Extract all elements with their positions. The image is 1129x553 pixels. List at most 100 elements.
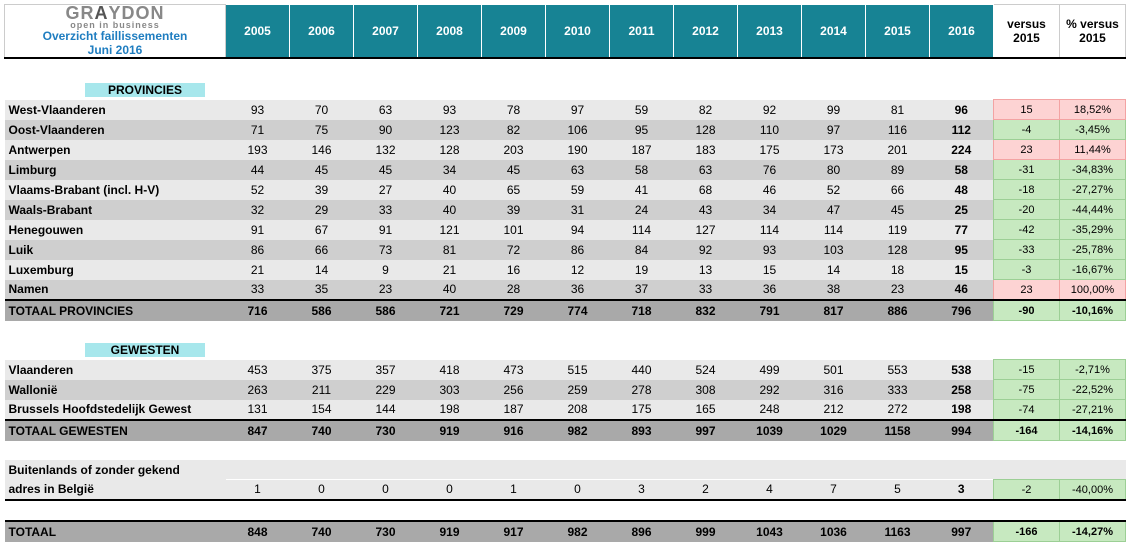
cell: 40 [418,180,482,200]
cell: 259 [546,380,610,400]
total-provincies: TOTAAL PROVINCIES71658658672172977471883… [5,300,1126,321]
cell: 553 [866,360,930,380]
row: Brussels Hoofdstedelijk Gewest1311541441… [5,400,1126,421]
delta: -31 [994,160,1060,180]
cell: 23 [354,280,418,301]
delta: -3 [994,260,1060,280]
cell: 58 [930,160,994,180]
cell: 19 [610,260,674,280]
cell: 63 [354,100,418,120]
cell: 33 [354,200,418,220]
cell: 187 [482,400,546,421]
row-label: Vlaanderen [5,360,226,380]
row-label: Henegouwen [5,220,226,240]
cell: 66 [290,240,354,260]
cell: 82 [482,120,546,140]
cell: 45 [290,160,354,180]
cell: 175 [738,140,802,160]
delta: -18 [994,180,1060,200]
delta: 23 [994,280,1060,301]
delta: -4 [994,120,1060,140]
pct: 11,44% [1060,140,1126,160]
cell: 263 [226,380,290,400]
year-2008: 2008 [418,5,482,59]
cell: 45 [866,200,930,220]
cell: 33 [226,280,290,301]
cell: 114 [610,220,674,240]
cell: 114 [738,220,802,240]
cell: 440 [610,360,674,380]
cell: 106 [546,120,610,140]
cell: 59 [610,100,674,120]
row-foreign-1: Buitenlands of zonder gekend [5,460,1126,480]
cell: 278 [610,380,674,400]
cell: 63 [674,160,738,180]
row-label: Oost-Vlaanderen [5,120,226,140]
delta: 23 [994,140,1060,160]
pct: -35,29% [1060,220,1126,240]
cell: 418 [418,360,482,380]
year-2011: 2011 [610,5,674,59]
year-2010: 2010 [546,5,610,59]
delta: 15 [994,100,1060,120]
cell: 36 [546,280,610,301]
cell: 14 [290,260,354,280]
row: Luik86667381728684929310312895-33-25,78% [5,240,1126,260]
cell: 272 [866,400,930,421]
cell: 40 [418,200,482,220]
cell: 58 [610,160,674,180]
total-gewesten: TOTAAL GEWESTEN8477407309199169828939971… [5,420,1126,441]
cell: 473 [482,360,546,380]
cell: 501 [802,360,866,380]
cell: 13 [674,260,738,280]
row-label: Luik [5,240,226,260]
cell: 36 [738,280,802,301]
row: Luxemburg21149211612191315141815-3-16,67… [5,260,1126,280]
cell: 119 [866,220,930,240]
cell: 34 [738,200,802,220]
cell: 131 [226,400,290,421]
row-label: Limburg [5,160,226,180]
cell: 46 [738,180,802,200]
pct: 18,52% [1060,100,1126,120]
cell: 515 [546,360,610,380]
cell: 538 [930,360,994,380]
cell: 229 [354,380,418,400]
cell: 21 [226,260,290,280]
col-pct: % versus2015 [1060,5,1126,59]
cell: 16 [482,260,546,280]
cell: 18 [866,260,930,280]
cell: 75 [290,120,354,140]
cell: 68 [674,180,738,200]
pct: -25,78% [1060,240,1126,260]
cell: 123 [418,120,482,140]
cell: 128 [674,120,738,140]
cell: 203 [482,140,546,160]
cell: 66 [866,180,930,200]
logo-cell: GRAYDONopen in businessOverzicht faillis… [5,5,226,59]
row-label: Wallonië [5,380,226,400]
cell: 93 [738,240,802,260]
cell: 256 [482,380,546,400]
row: Vlaams-Brabant (incl. H-V)52392740655941… [5,180,1126,200]
cell: 32 [226,200,290,220]
row-label: Waals-Brabant [5,200,226,220]
cell: 89 [866,160,930,180]
cell: 25 [930,200,994,220]
cell: 93 [226,100,290,120]
cell: 15 [930,260,994,280]
cell: 94 [546,220,610,240]
cell: 67 [290,220,354,240]
cell: 187 [610,140,674,160]
cell: 47 [802,200,866,220]
cell: 80 [802,160,866,180]
year-2005: 2005 [226,5,290,59]
cell: 81 [866,100,930,120]
cell: 37 [610,280,674,301]
cell: 165 [674,400,738,421]
cell: 308 [674,380,738,400]
cell: 90 [354,120,418,140]
pct: -16,67% [1060,260,1126,280]
cell: 303 [418,380,482,400]
cell: 110 [738,120,802,140]
